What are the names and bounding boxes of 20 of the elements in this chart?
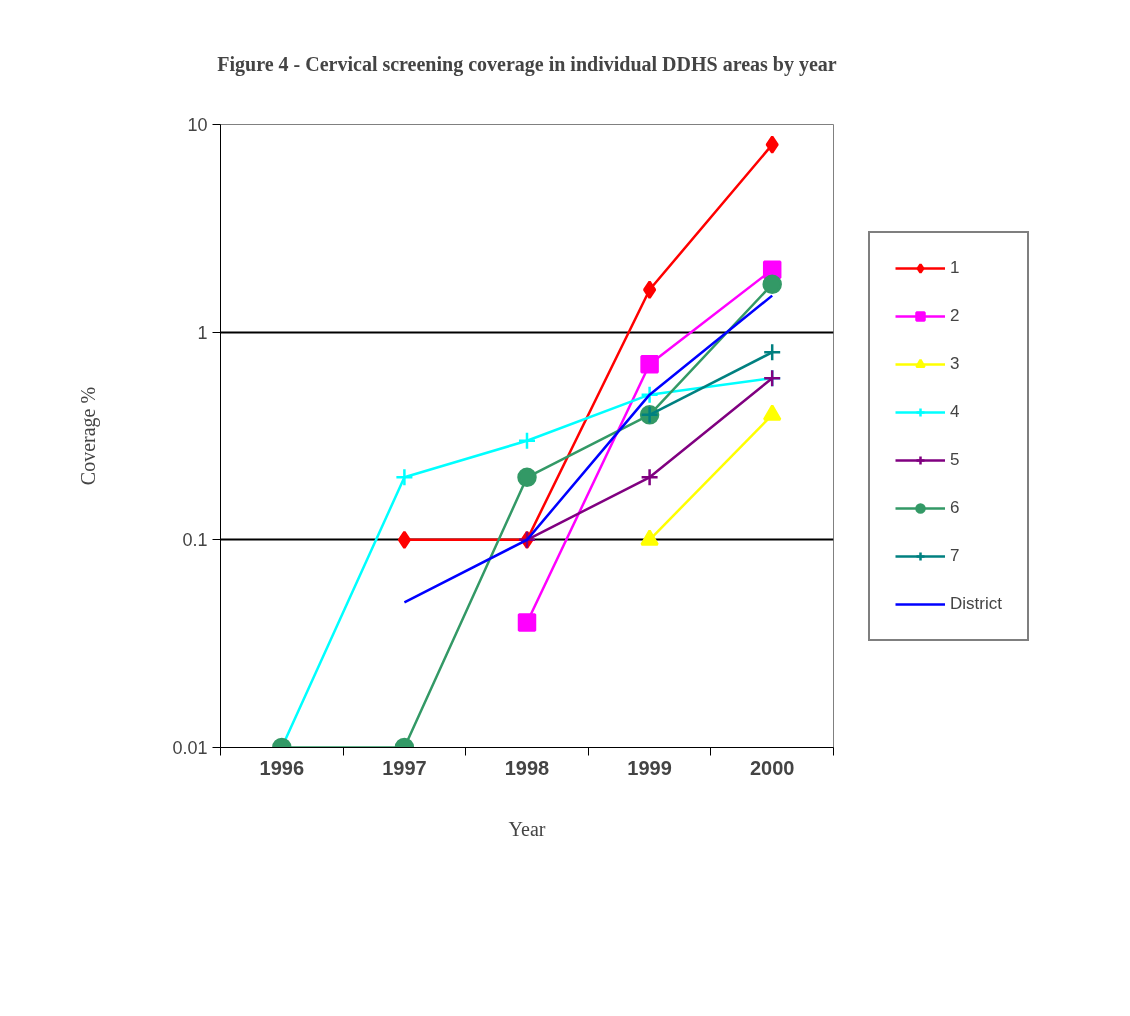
x-tick-label: 1998 — [504, 756, 550, 779]
legend-label: District — [950, 593, 1002, 614]
y-tick-label: 10 — [187, 115, 208, 135]
legend-label: 5 — [950, 449, 961, 470]
legend-label: 1 — [950, 257, 961, 278]
legend-label: 6 — [950, 497, 961, 518]
y-tick-label: 0.1 — [182, 530, 208, 551]
x-axis-title: Year — [508, 817, 546, 840]
legend-label: 7 — [950, 545, 961, 566]
x-tick-label: 1997 — [382, 756, 427, 779]
y-axis-title: Coverage % — [77, 386, 101, 486]
y-tick-label: 1 — [197, 322, 208, 343]
legend-label: 2 — [950, 305, 961, 326]
y-tick-label: 0.01 — [172, 738, 208, 758]
x-tick-label: 1999 — [627, 756, 672, 779]
legend-label: 3 — [950, 353, 961, 374]
x-tick-label: 2000 — [749, 756, 795, 779]
legend-label: 4 — [950, 401, 961, 422]
x-tick-label: 1996 — [259, 756, 305, 779]
chart-title: Figure 4 - Cervical screening coverage in individual DDHS areas by year — [217, 52, 837, 76]
